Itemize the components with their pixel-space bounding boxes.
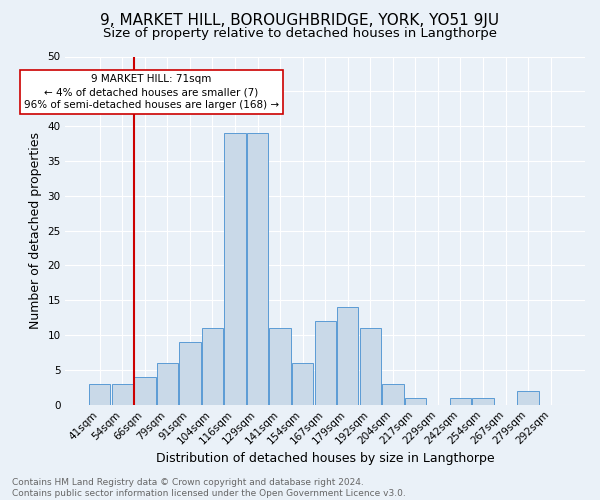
Bar [134,377,155,404]
Bar [450,398,471,404]
Bar [89,384,110,404]
Text: Contains HM Land Registry data © Crown copyright and database right 2024.
Contai: Contains HM Land Registry data © Crown c… [12,478,406,498]
Bar [337,307,358,404]
X-axis label: Distribution of detached houses by size in Langthorpe: Distribution of detached houses by size … [156,452,494,465]
Bar [292,363,313,405]
Bar [517,391,539,404]
Bar [179,342,200,404]
Bar [157,363,178,405]
Text: Size of property relative to detached houses in Langthorpe: Size of property relative to detached ho… [103,28,497,40]
Bar [269,328,291,404]
Bar [112,384,133,404]
Y-axis label: Number of detached properties: Number of detached properties [29,132,42,329]
Bar [472,398,494,404]
Bar [224,133,246,404]
Bar [382,384,404,404]
Bar [202,328,223,404]
Text: 9 MARKET HILL: 71sqm
← 4% of detached houses are smaller (7)
96% of semi-detache: 9 MARKET HILL: 71sqm ← 4% of detached ho… [24,74,279,110]
Text: 9, MARKET HILL, BOROUGHBRIDGE, YORK, YO51 9JU: 9, MARKET HILL, BOROUGHBRIDGE, YORK, YO5… [100,12,500,28]
Bar [314,321,336,404]
Bar [247,133,268,404]
Bar [404,398,426,404]
Bar [359,328,381,404]
